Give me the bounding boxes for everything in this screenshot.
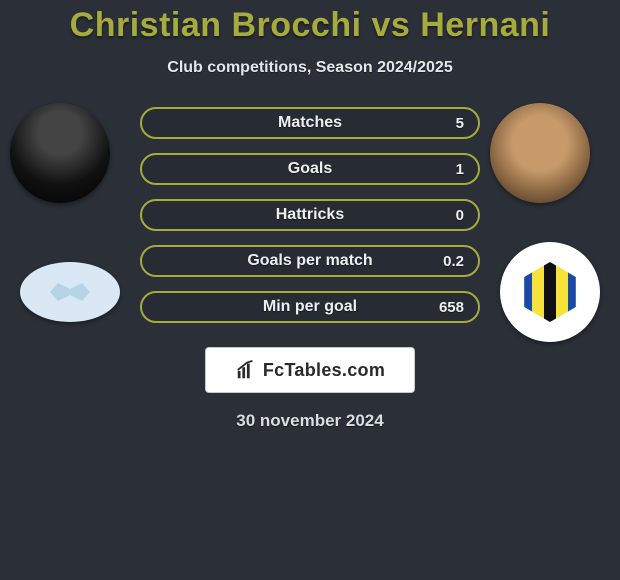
lazio-badge [40,262,100,322]
stat-value: 658 [439,299,464,316]
stat-label: Goals per match [247,252,372,270]
page-title: Christian Brocchi vs Hernani [70,6,551,45]
date-label: 30 november 2024 [236,411,383,431]
player-photo-right [490,103,590,203]
eagle-icon [50,277,90,307]
club-badge-right [500,242,600,342]
photo-placeholder [490,103,590,203]
brand-label: FcTables.com [263,360,385,381]
stat-value: 5 [456,115,464,132]
stat-label: Goals [288,160,332,178]
subtitle: Club competitions, Season 2024/2025 [167,59,452,77]
stat-row: Min per goal 658 [140,291,480,323]
stat-row: Hattricks 0 [140,199,480,231]
parma-badge [520,262,580,322]
stat-row: Goals 1 [140,153,480,185]
comparison-card: Christian Brocchi vs Hernani Club compet… [0,0,620,580]
stat-label: Hattricks [276,206,344,224]
stat-label: Matches [278,114,342,132]
brand-box[interactable]: FcTables.com [205,347,415,393]
stat-value: 0.2 [443,253,464,270]
club-badge-left [20,262,120,322]
player-photo-left [10,103,110,203]
shield-icon [520,262,580,322]
chart-icon [235,359,257,381]
stats-area: Matches 5 Goals 1 Hattricks 0 Goals per … [0,107,620,431]
stat-row: Matches 5 [140,107,480,139]
stat-label: Min per goal [263,298,357,316]
stat-value: 1 [456,161,464,178]
stat-row: Goals per match 0.2 [140,245,480,277]
photo-placeholder [10,103,110,203]
stat-value: 0 [456,207,464,224]
